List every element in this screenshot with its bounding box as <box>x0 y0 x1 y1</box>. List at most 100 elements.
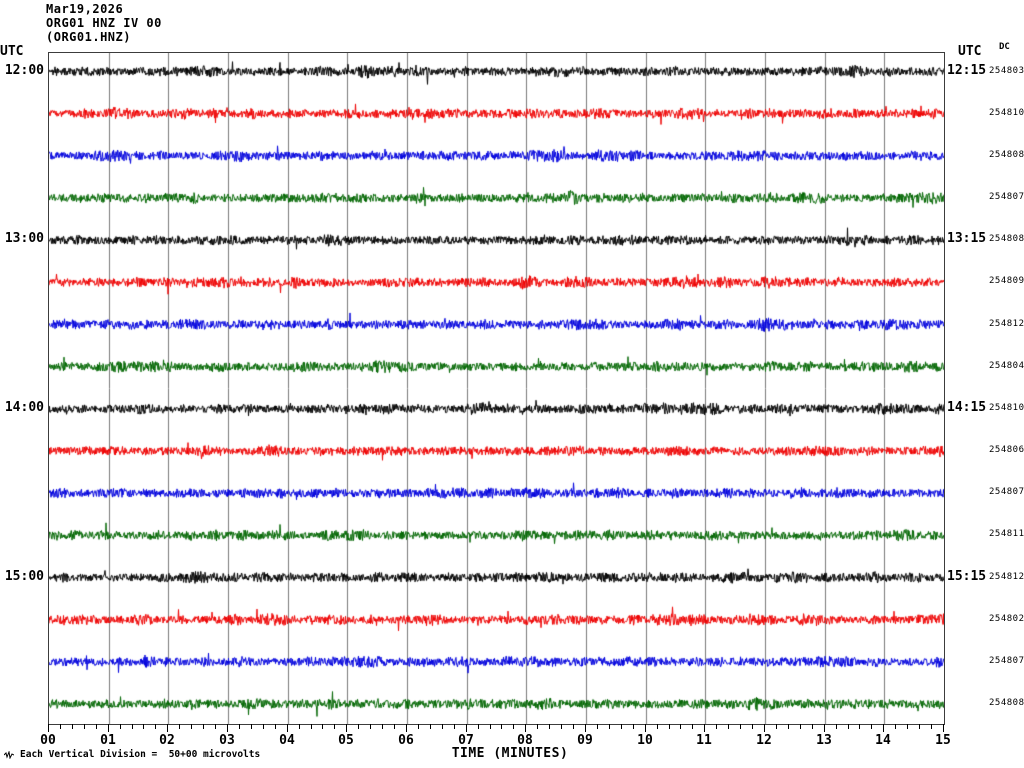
x-tick-minor <box>657 724 658 729</box>
x-tick-minor <box>430 724 431 729</box>
x-tick-minor <box>72 724 73 729</box>
x-tick-minor <box>251 724 252 729</box>
seismogram-traces-canvas <box>49 53 944 724</box>
dc-value: 254808 <box>989 698 1024 708</box>
x-tick-minor <box>812 724 813 729</box>
x-tick-minor <box>728 724 729 729</box>
x-tick-label: 04 <box>279 733 295 748</box>
x-tick-major <box>108 724 109 732</box>
x-tick-minor <box>96 724 97 729</box>
x-tick-label: 11 <box>696 733 712 748</box>
title-date: Mar19,2026 <box>46 2 124 16</box>
x-tick-minor <box>490 724 491 729</box>
title-block: Mar19,2026 ORG01 HNZ IV 00 (ORG01.HNZ) <box>46 2 162 44</box>
x-tick-minor <box>442 724 443 729</box>
x-tick-label: 14 <box>875 733 891 748</box>
dc-value: 254811 <box>989 529 1024 540</box>
x-tick-minor <box>299 724 300 729</box>
x-tick-label: 10 <box>637 733 653 748</box>
dc-value: 254803 <box>989 65 1024 76</box>
dc-value: 254810 <box>989 402 1024 413</box>
x-tick-minor <box>669 724 670 729</box>
x-tick-minor <box>418 724 419 729</box>
x-tick-major <box>466 724 467 732</box>
dc-value: 254802 <box>989 613 1024 624</box>
dc-value: 254804 <box>989 360 1024 371</box>
left-utc-header: UTC <box>0 44 24 59</box>
x-tick-minor <box>155 724 156 729</box>
x-tick-minor <box>537 724 538 729</box>
x-tick-minor <box>501 724 502 729</box>
x-tick-minor <box>513 724 514 729</box>
x-tick-minor <box>179 724 180 729</box>
x-tick-minor <box>609 724 610 729</box>
x-tick-minor <box>752 724 753 729</box>
x-tick-minor <box>895 724 896 729</box>
x-tick-minor <box>871 724 872 729</box>
x-tick-minor <box>919 724 920 729</box>
quarter-label: 14:15 <box>947 399 987 415</box>
hour-label: 15:00 <box>4 568 44 584</box>
x-tick-minor <box>740 724 741 729</box>
dc-value: 254812 <box>989 571 1024 582</box>
x-tick-major <box>585 724 586 732</box>
dc-value: 254806 <box>989 445 1024 455</box>
x-tick-minor <box>716 724 717 729</box>
x-tick-minor <box>680 724 681 729</box>
x-axis-title: TIME (MINUTES) <box>451 746 569 761</box>
x-tick-minor <box>776 724 777 729</box>
x-tick-minor <box>561 724 562 729</box>
x-tick-minor <box>120 724 121 729</box>
x-tick-minor <box>454 724 455 729</box>
x-tick-minor <box>275 724 276 729</box>
x-tick-major <box>48 724 49 732</box>
x-tick-major <box>943 724 944 732</box>
x-tick-minor <box>143 724 144 729</box>
title-channel: (ORG01.HNZ) <box>46 30 131 44</box>
x-tick-minor <box>370 724 371 729</box>
x-tick-major <box>227 724 228 732</box>
x-tick-major <box>883 724 884 732</box>
hour-label: 12:00 <box>4 62 44 78</box>
seismogram-plot-frame <box>48 52 945 725</box>
x-tick-minor <box>931 724 932 729</box>
x-tick-minor <box>132 724 133 729</box>
x-tick-label: 07 <box>458 733 474 748</box>
x-tick-minor <box>836 724 837 729</box>
title-station: ORG01 HNZ IV 00 <box>46 16 162 30</box>
dc-value: 254808 <box>989 234 1024 245</box>
x-tick-label: 05 <box>338 733 354 748</box>
x-tick-minor <box>597 724 598 729</box>
x-tick-minor <box>621 724 622 729</box>
x-tick-label: 08 <box>517 733 533 748</box>
dc-value: 254812 <box>989 318 1024 329</box>
x-tick-major <box>704 724 705 732</box>
dc-value: 254807 <box>989 487 1024 498</box>
x-tick-minor <box>848 724 849 729</box>
x-tick-major <box>824 724 825 732</box>
x-tick-minor <box>311 724 312 729</box>
x-tick-label: 00 <box>40 733 56 748</box>
x-axis: 00 01 02 03 04 05 06 07 08 09 10 11 12 13 14 15 <box>0 724 1024 768</box>
x-tick-minor <box>382 724 383 729</box>
x-tick-minor <box>215 724 216 729</box>
quarter-label: 13:15 <box>947 231 987 247</box>
x-tick-minor <box>203 724 204 729</box>
x-tick-minor <box>549 724 550 729</box>
x-tick-minor <box>334 724 335 729</box>
x-tick-minor <box>263 724 264 729</box>
x-tick-minor <box>478 724 479 729</box>
vertical-scale-note: Each Vertical Division = 50+00 microvolt… <box>20 749 261 760</box>
x-tick-minor <box>191 724 192 729</box>
dc-value: 254807 <box>989 192 1024 202</box>
hour-label: 13:00 <box>4 231 44 247</box>
hour-label: 14:00 <box>4 399 44 415</box>
x-tick-major <box>645 724 646 732</box>
x-tick-minor <box>322 724 323 729</box>
x-tick-minor <box>859 724 860 729</box>
x-tick-label: 02 <box>159 733 175 748</box>
dc-value: 254808 <box>989 149 1024 160</box>
x-tick-major <box>287 724 288 732</box>
x-tick-label: 15 <box>935 733 951 748</box>
x-tick-label: 09 <box>577 733 593 748</box>
